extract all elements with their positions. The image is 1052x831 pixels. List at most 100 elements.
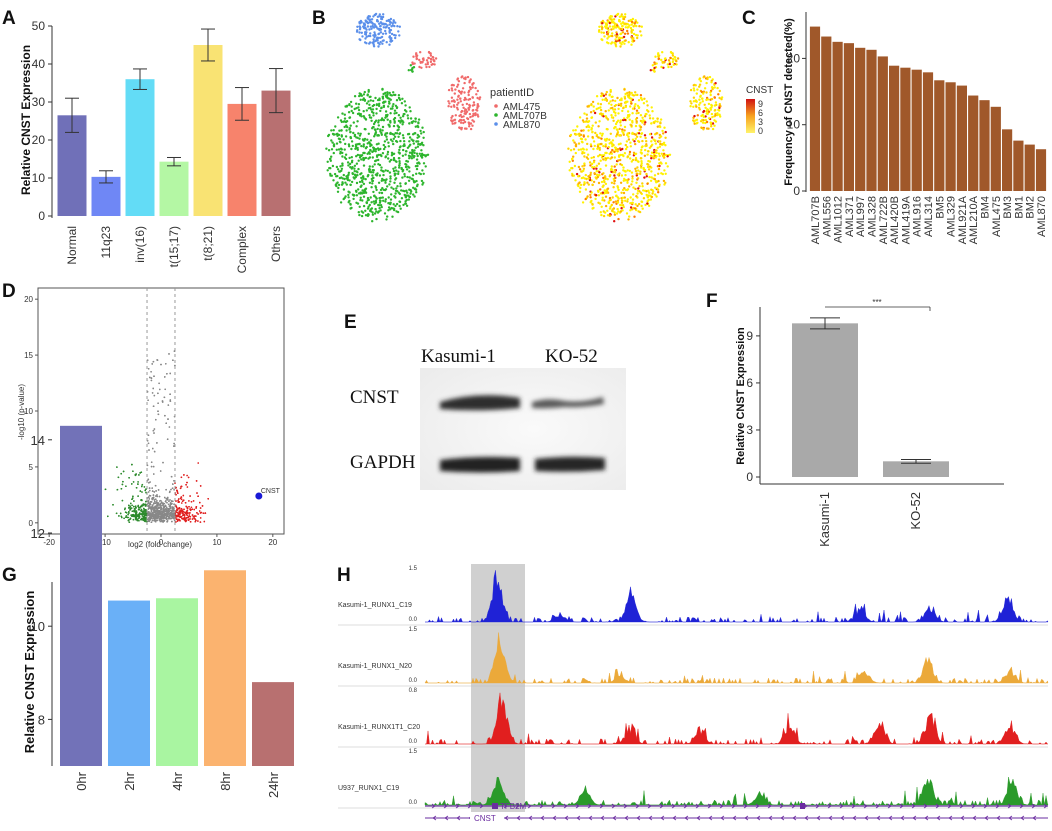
tsne-cell-4-58 — [347, 196, 350, 199]
tsne-cnst-cell-4-647 — [579, 186, 582, 190]
tsne-cell-4-492 — [374, 131, 378, 134]
tsne-cnst-cell-1-8 — [655, 62, 658, 65]
tsne-cell-4-159 — [398, 160, 401, 163]
tsne-cnst-cell-0-20 — [630, 43, 633, 46]
tsne-cell-4-496 — [392, 142, 395, 146]
tsne-cnst-cell-4-655 — [615, 163, 618, 166]
tsne-cell-4-505 — [379, 209, 382, 212]
tsne-cnst-cell-4-463 — [597, 201, 600, 204]
tsne-cnst-cell-0-76 — [621, 31, 625, 34]
tsne-cell-4-832 — [413, 132, 416, 135]
tsne-cnst-cell-4-344 — [640, 148, 643, 152]
tsne-cnst-cell-0-45 — [621, 15, 625, 18]
tsne-cnst-cell-3-12 — [718, 89, 721, 93]
tsne-cnst-cell-3-82 — [695, 105, 698, 108]
tsne-cnst-cell-4-381 — [604, 195, 608, 198]
tsne-cnst-cell-4-743 — [642, 166, 645, 170]
tsne-cell-3-118 — [457, 94, 460, 98]
tsne-cnst-cell-4-144 — [572, 139, 575, 142]
tsne-cnst-cell-3-78 — [693, 122, 696, 125]
tsne-cell-4-186 — [389, 175, 392, 178]
tsne-cnst-cell-0-85 — [640, 25, 643, 28]
tsne-cnst-cell-0-156 — [608, 16, 611, 19]
tsne-cell-0-163 — [382, 39, 385, 42]
tsne-cell-3-27 — [474, 113, 477, 117]
tsne-cell-0-137 — [369, 34, 372, 38]
tsne-cell-4-814 — [360, 172, 363, 175]
tsne-cell-4-429 — [336, 116, 340, 119]
volcano-point-2009 — [150, 516, 153, 518]
tsne-cnst-cell-4-594 — [614, 122, 618, 126]
tsne-cnst-cell-3-105 — [700, 90, 704, 94]
tsne-cnst-cell-4-139 — [608, 196, 612, 200]
tsne-cell-1-19 — [419, 51, 422, 54]
tsne-cell-3-66 — [451, 89, 454, 92]
tsne-cell-4-513 — [353, 107, 356, 111]
volcano-point-2215 — [150, 521, 153, 523]
tsne-cnst-cell-3-115 — [714, 108, 717, 112]
tsne-cell-4-511 — [360, 176, 363, 180]
tsne-cell-4-303 — [369, 196, 372, 199]
volcano-point-2137 — [135, 512, 137, 514]
tsne-cell-4-879 — [397, 114, 401, 117]
tsne-cnst-cell-4-865 — [610, 152, 613, 155]
tsne-cnst-cell-3-119 — [706, 112, 709, 116]
volcano-point-1643 — [147, 491, 150, 493]
volcano-point-1919 — [131, 504, 133, 507]
panel-c-bar-2 — [832, 41, 843, 192]
tsne-cnst-cell-4-827 — [663, 126, 666, 129]
tsne-cell-1-34 — [432, 56, 435, 59]
tsne-cnst-cell-4-211 — [626, 198, 629, 201]
volcano-point-1743 — [132, 470, 134, 473]
tsne-cell-4-873 — [368, 181, 372, 184]
panel-label-f: F — [706, 291, 718, 312]
tsne-cell-4-678 — [347, 111, 351, 114]
tsne-cnst-cell-3-41 — [693, 114, 696, 118]
tsne-cell-0-98 — [388, 23, 391, 26]
tsne-cell-4-584 — [377, 119, 380, 122]
tsne-cell-3-62 — [474, 86, 477, 90]
volcano-point-1722 — [175, 521, 177, 523]
tsne-cell-4-661 — [357, 103, 361, 106]
tsne-cell-4-481 — [378, 207, 381, 210]
tsne-cnst-cell-4-363 — [597, 136, 600, 139]
tsne-cell-4-817 — [343, 120, 346, 123]
panel-a-bar-5 — [227, 103, 257, 216]
tsne-cell-4-92 — [409, 110, 412, 113]
tsne-cell-4-734 — [345, 124, 348, 127]
tsne-cell-3-30 — [472, 101, 476, 104]
tsne-cell-4-840 — [362, 182, 366, 186]
tsne-cnst-cell-4-409 — [582, 167, 586, 170]
tsne-cell-4-313 — [355, 194, 359, 197]
volcano-point-1673 — [175, 506, 178, 509]
tsne-cell-4-806 — [401, 168, 405, 172]
tsne-cnst-cell-4-303 — [611, 196, 614, 199]
tsne-cnst-cell-4-746 — [648, 114, 651, 117]
tsne-cell-4-735 — [416, 140, 419, 143]
panel-d-ytick-label-2: 10 — [24, 407, 33, 416]
volcano-point-2136 — [162, 519, 164, 521]
tsne-cnst-cell-4-778 — [595, 95, 599, 98]
tsne-cnst-cell-1-24 — [653, 62, 656, 66]
tsne-cell-4-690 — [345, 177, 348, 180]
tsne-cnst-cell-3-95 — [702, 115, 705, 119]
volcano-point-1785 — [141, 491, 143, 493]
tsne-cell-4-399 — [415, 152, 419, 155]
tsne-cnst-cell-4-639 — [614, 146, 617, 149]
tsne-cell-4-507 — [417, 142, 420, 146]
tsne-cell-0-124 — [381, 15, 385, 19]
volcano-point-1926 — [162, 517, 165, 519]
tsne-cell-4-794 — [361, 211, 365, 214]
tsne-cell-3-86 — [460, 128, 463, 131]
volcano-point-1856 — [186, 486, 189, 488]
tsne-cell-0-164 — [384, 29, 387, 33]
panel-label-h: H — [337, 565, 351, 586]
panel-c-bar-19 — [1024, 144, 1035, 191]
tsne-cnst-cell-0-70 — [610, 15, 614, 18]
tsne-cell-4-672 — [384, 145, 387, 149]
tsne-cnst-cell-4-320 — [610, 165, 613, 168]
tsne-cnst-cell-4-239 — [637, 111, 640, 115]
volcano-point-1908 — [157, 402, 159, 405]
tsne-cnst-cell-4-8 — [620, 201, 624, 204]
